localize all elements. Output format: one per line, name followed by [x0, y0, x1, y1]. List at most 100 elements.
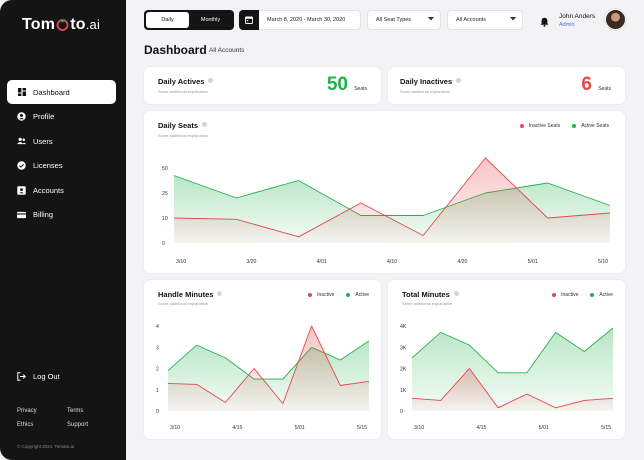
chevron-down-icon	[428, 17, 434, 23]
date-range-text: March 8, 2020 - March 30, 2020	[267, 17, 346, 23]
card-subtitle: Some additional explanation	[402, 301, 453, 306]
logout-icon	[17, 372, 26, 381]
card-title-text: Total Minutes	[402, 290, 450, 299]
bell-icon[interactable]	[540, 14, 549, 32]
daily-actives-value: 50	[326, 74, 348, 95]
logo-text-start: Tom	[22, 16, 56, 33]
legend-dot	[308, 293, 313, 297]
footer-links: Privacy Terms Ethics Support	[17, 408, 117, 428]
seat-type-value: All Seat Types	[376, 17, 412, 23]
credit-card-icon	[17, 210, 26, 219]
info-icon[interactable]	[456, 78, 462, 83]
series-line-inactive[interactable]	[167, 325, 370, 405]
chart-legend: Inactive Active	[540, 292, 613, 298]
y-tick-label: 10	[162, 216, 168, 222]
x-tick-label: 4/01	[317, 259, 327, 265]
y-tick-label: 4	[156, 324, 159, 330]
y-tick-label: 3K	[400, 345, 407, 351]
daily-inactives-card: Daily Inactives Some additional explanat…	[388, 67, 625, 104]
info-icon[interactable]	[208, 78, 214, 83]
daily-actives-card: Daily Actives Some additional explanatio…	[144, 67, 381, 104]
series-line-active[interactable]	[411, 327, 614, 374]
seat-type-select[interactable]: All Seat Types	[367, 10, 441, 30]
legend-label: Inactive Seats	[528, 123, 561, 129]
sidebar-item-billing[interactable]: Billing	[7, 203, 116, 227]
card-subtitle: Some additional explanation	[158, 89, 209, 94]
daily-actives-unit: Seats	[354, 86, 367, 92]
legend-dot	[590, 293, 595, 297]
sidebar-nav: Dashboard Profile Users Licenses Account…	[7, 80, 116, 227]
handle-minutes-chart: 0 1 2 3 4 3/10 4/15 5/01 5/15	[156, 324, 370, 431]
page-subtitle: All Accounts	[209, 47, 245, 54]
series-line-active[interactable]	[167, 340, 370, 380]
sidebar-item-label: Profile	[33, 112, 55, 121]
daily-seats-chart: 0 10 25 50 3/10 3/20 4/01 4/10 4/20 5/01 5/10	[162, 157, 611, 265]
card-title: Daily Inactives	[400, 77, 462, 86]
y-tick-label: 1	[156, 388, 159, 394]
account-card-icon	[17, 185, 26, 195]
date-range-picker[interactable]: March 8, 2020 - March 30, 2020	[239, 10, 361, 30]
sidebar-item-accounts[interactable]: Accounts	[7, 178, 116, 202]
dashboard-icon	[17, 88, 26, 97]
x-tick-label: 3/20	[246, 259, 256, 265]
daily-inactives-value: 6	[581, 74, 592, 95]
info-icon[interactable]	[453, 291, 459, 296]
sidebar-item-label: Dashboard	[33, 87, 70, 97]
y-tick-label: 0	[156, 409, 159, 415]
card-title-text: Daily Actives	[158, 77, 205, 86]
copyright: © Copyright 2024, Tomato.ai	[17, 444, 75, 449]
x-tick-label: 3/10	[170, 425, 180, 431]
legend-inactive[interactable]: Inactive	[552, 292, 578, 298]
period-monthly-button[interactable]: Monthly	[200, 17, 221, 23]
card-title: Total Minutes	[402, 290, 459, 299]
legend-label: Active	[355, 292, 369, 298]
sidebar-item-profile[interactable]: Profile	[7, 105, 116, 129]
series-area-inactive	[168, 326, 369, 411]
tomato-icon	[56, 19, 69, 31]
sidebar-item-label: Licenses	[33, 161, 63, 170]
calendar-icon	[239, 10, 259, 30]
sidebar-item-dashboard[interactable]: Dashboard	[7, 80, 116, 104]
info-icon[interactable]	[217, 291, 223, 296]
legend-label: Inactive	[561, 292, 579, 298]
total-minutes-card: Total Minutes Some additional explanatio…	[388, 280, 625, 439]
logo[interactable]: Tom to.ai	[22, 16, 100, 34]
sidebar-item-licenses[interactable]: Licenses	[7, 154, 116, 178]
card-subtitle: Some additional explanation	[158, 133, 209, 138]
ethics-link[interactable]: Ethics	[17, 422, 34, 428]
legend-inactive[interactable]: Inactive	[308, 292, 334, 298]
y-tick-label: 2	[156, 367, 159, 373]
logout-button[interactable]: Log Out	[17, 372, 60, 381]
user-name[interactable]: John Anders	[559, 13, 596, 20]
card-subtitle: Some additional explanation	[158, 301, 209, 306]
card-title-text: Daily Inactives	[400, 77, 453, 86]
chevron-down-icon	[510, 17, 516, 23]
card-title: Daily Actives	[158, 77, 214, 86]
x-tick-label: 5/15	[357, 425, 367, 431]
avatar[interactable]	[605, 9, 626, 30]
series-line-active[interactable]	[173, 175, 611, 216]
sidebar-item-label: Users	[33, 136, 53, 146]
legend-active[interactable]: Active Seats	[572, 123, 609, 129]
accounts-select[interactable]: All Accounts	[447, 10, 523, 30]
series-line-inactive[interactable]	[411, 368, 614, 409]
series-line-inactive[interactable]	[173, 157, 611, 238]
y-tick-label: 2K	[400, 367, 407, 373]
card-title: Handle Minutes	[158, 290, 223, 299]
privacy-link[interactable]: Privacy	[17, 408, 37, 414]
legend-dot	[552, 293, 557, 297]
x-tick-label: 3/10	[414, 425, 424, 431]
info-icon[interactable]	[202, 122, 208, 127]
terms-link[interactable]: Terms	[67, 408, 84, 414]
legend-dot	[572, 124, 577, 128]
y-tick-label: 0	[162, 241, 165, 247]
legend-label: Active Seats	[581, 123, 609, 129]
legend-inactive[interactable]: Inactive Seats	[519, 123, 561, 129]
sidebar-item-users[interactable]: Users	[7, 129, 116, 153]
legend-active[interactable]: Active	[346, 292, 369, 298]
y-tick-label: 3	[156, 345, 159, 351]
legend-active[interactable]: Active	[590, 292, 613, 298]
user-circle-icon	[17, 112, 26, 121]
support-link[interactable]: Support	[67, 422, 89, 428]
period-daily-button[interactable]: Daily	[146, 12, 189, 28]
